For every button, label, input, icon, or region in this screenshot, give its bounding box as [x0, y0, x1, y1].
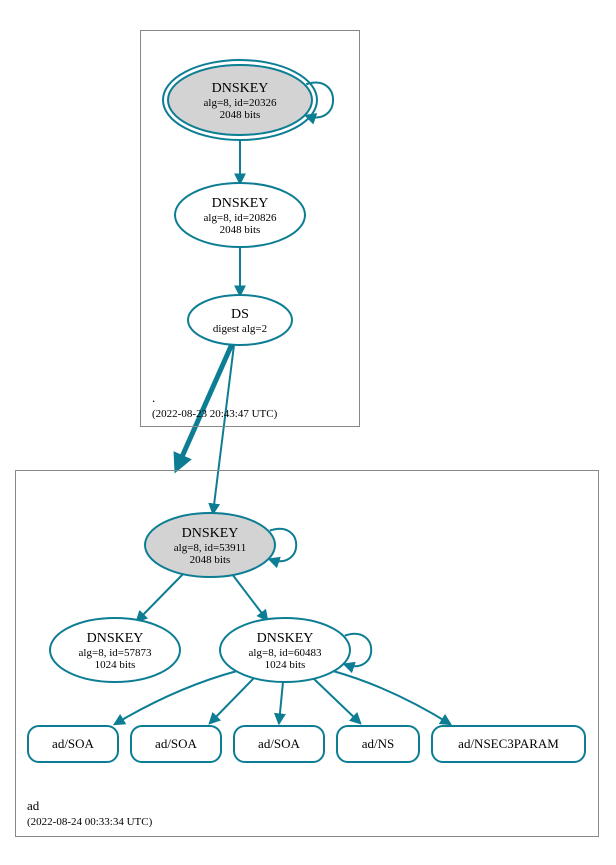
zone-label: .(2022-08-23 20:43:47 UTC) — [152, 390, 277, 421]
record-box: ad/NS — [336, 725, 420, 763]
record-box: ad/NSEC3PARAM — [431, 725, 586, 763]
record-label: ad/SOA — [52, 736, 94, 752]
zone-timestamp: (2022-08-24 00:33:34 UTC) — [27, 815, 152, 829]
record-label: ad/NS — [362, 736, 395, 752]
zone-box — [140, 30, 360, 427]
zone-name: ad — [27, 798, 152, 815]
record-box: ad/SOA — [27, 725, 119, 763]
record-label: ad/SOA — [258, 736, 300, 752]
record-box: ad/SOA — [130, 725, 222, 763]
zone-timestamp: (2022-08-23 20:43:47 UTC) — [152, 407, 277, 421]
record-label: ad/NSEC3PARAM — [458, 736, 559, 752]
record-box: ad/SOA — [233, 725, 325, 763]
zone-name: . — [152, 390, 277, 407]
zone-box — [15, 470, 599, 837]
zone-label: ad(2022-08-24 00:33:34 UTC) — [27, 798, 152, 829]
record-label: ad/SOA — [155, 736, 197, 752]
